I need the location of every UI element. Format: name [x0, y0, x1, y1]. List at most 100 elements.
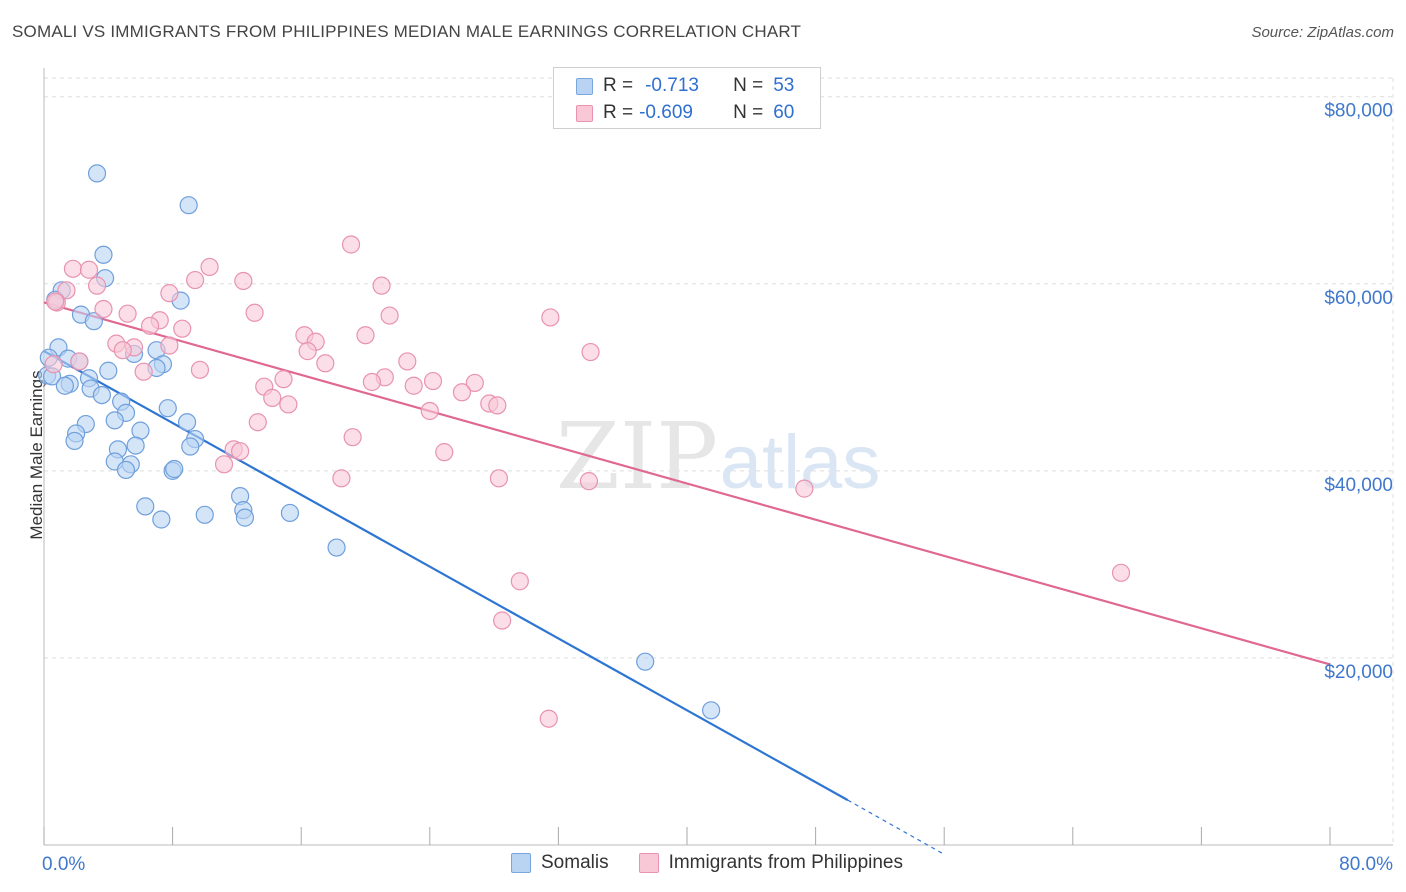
- philippines-point: [160, 336, 179, 355]
- somalis-point: [165, 459, 184, 479]
- somalis-point: [702, 701, 721, 720]
- somalis-point: [94, 245, 113, 264]
- legend-item-philippines: Immigrants from Philippines: [638, 852, 903, 874]
- legend-n-value: 60: [773, 102, 795, 123]
- legend-swatch-blue: [576, 77, 593, 95]
- philippines-point: [248, 413, 267, 432]
- legend-n-value: 53: [773, 75, 795, 96]
- philippines-point: [190, 360, 210, 379]
- somalis-point: [195, 505, 214, 524]
- philippines-point: [581, 342, 600, 362]
- somalis-point: [87, 164, 107, 183]
- philippines-point: [579, 472, 599, 491]
- somalis-point: [92, 385, 111, 405]
- philippines-point: [298, 342, 317, 361]
- legend-item-somalis: Somalis: [511, 852, 609, 874]
- philippines-point: [489, 469, 509, 488]
- x-tick-label: 0.0%: [42, 854, 85, 875]
- legend-swatch-pink: [576, 104, 593, 122]
- philippines-point: [420, 401, 439, 421]
- legend-r-value: -0.609: [639, 102, 693, 123]
- somalis-point: [55, 376, 74, 395]
- legend-n-label: N =: [733, 75, 764, 96]
- philippines-point: [465, 373, 484, 393]
- philippines-point: [404, 376, 423, 395]
- somalis-point: [235, 508, 255, 527]
- somalis-point: [327, 538, 346, 557]
- philippines-point: [200, 257, 219, 277]
- philippines-point: [423, 371, 443, 391]
- philippines-point: [332, 469, 351, 488]
- philippines-point: [234, 271, 253, 291]
- chart-title: SOMALI VS IMMIGRANTS FROM PHILIPPINES ME…: [12, 22, 802, 41]
- philippines-point: [274, 370, 293, 389]
- philippines-point: [362, 372, 382, 392]
- source-label: Source: ZipAtlas.com: [1251, 24, 1394, 41]
- somalis-point: [136, 497, 155, 516]
- y-tick-label: $80,000: [1324, 101, 1393, 122]
- watermark: ZIP atlas: [556, 403, 880, 510]
- philippines-point: [231, 442, 250, 461]
- philippines-point: [186, 270, 205, 290]
- somalis-point: [181, 437, 200, 456]
- philippines-point: [79, 260, 99, 279]
- legend-swatch-pink: [638, 853, 659, 873]
- philippines-point: [118, 304, 137, 323]
- philippines-point: [795, 479, 814, 498]
- somalis-point: [84, 312, 103, 331]
- somalis-point: [179, 196, 198, 215]
- somalis-point: [152, 510, 171, 529]
- philippines-point: [539, 709, 558, 728]
- philippines-point: [63, 259, 83, 278]
- philippines-point: [380, 306, 399, 325]
- somalis-trend-extension: [847, 799, 945, 855]
- philippines-point: [113, 341, 132, 360]
- legend-r-value: -0.713: [645, 75, 699, 96]
- somalis-point: [105, 411, 124, 430]
- philippines-point: [134, 362, 153, 381]
- philippines-point: [46, 292, 65, 311]
- philippines-point: [343, 428, 362, 447]
- legend-row-somalis: R = -0.713 N = 53: [576, 74, 794, 98]
- data-points: [38, 164, 1131, 728]
- philippines-point: [372, 276, 391, 295]
- philippines-trend-line: [43, 301, 1331, 666]
- somalis-point: [126, 436, 145, 455]
- philippines-point: [1111, 563, 1131, 582]
- philippines-point: [94, 299, 113, 319]
- somalis-point: [158, 399, 177, 418]
- philippines-point: [70, 352, 89, 371]
- trend-lines: [43, 301, 1331, 855]
- philippines-point: [356, 326, 375, 345]
- philippines-point: [488, 396, 507, 415]
- somalis-point: [636, 652, 655, 671]
- somalis-point: [116, 460, 136, 480]
- philippines-point: [316, 354, 335, 373]
- watermark-zip: ZIP: [556, 403, 718, 510]
- philippines-point: [87, 276, 107, 295]
- somalis-trend-line: [43, 350, 849, 802]
- philippines-point: [541, 308, 560, 327]
- somalis-point: [177, 413, 197, 432]
- tick-labels: $20,000 $40,000 $60,000 $80,000 0.0% 80.0%: [42, 101, 1393, 875]
- y-tick-label: $60,000: [1324, 288, 1393, 309]
- philippines-point: [44, 355, 63, 374]
- y-tick-label: $40,000: [1324, 475, 1393, 496]
- legend-label-somalis: Somalis: [541, 852, 609, 873]
- somalis-point: [99, 361, 118, 380]
- legend-label-philippines: Immigrants from Philippines: [668, 852, 903, 873]
- philippines-point: [57, 281, 76, 300]
- philippines-point: [435, 443, 454, 462]
- legend-swatch-blue: [511, 853, 531, 873]
- philippines-point: [214, 455, 234, 474]
- somalis-point: [280, 503, 300, 523]
- philippines-point: [452, 383, 472, 402]
- legend-r-label: R =: [603, 102, 634, 123]
- philippines-point: [245, 303, 264, 322]
- legend-row-philippines: R = -0.609 N = 60: [576, 101, 794, 125]
- series-legend: Somalis Immigrants from Philippines: [511, 852, 933, 874]
- y-tick-label: $20,000: [1324, 662, 1393, 683]
- philippines-point: [263, 388, 282, 407]
- axes: [43, 68, 1393, 846]
- philippines-point: [160, 284, 179, 303]
